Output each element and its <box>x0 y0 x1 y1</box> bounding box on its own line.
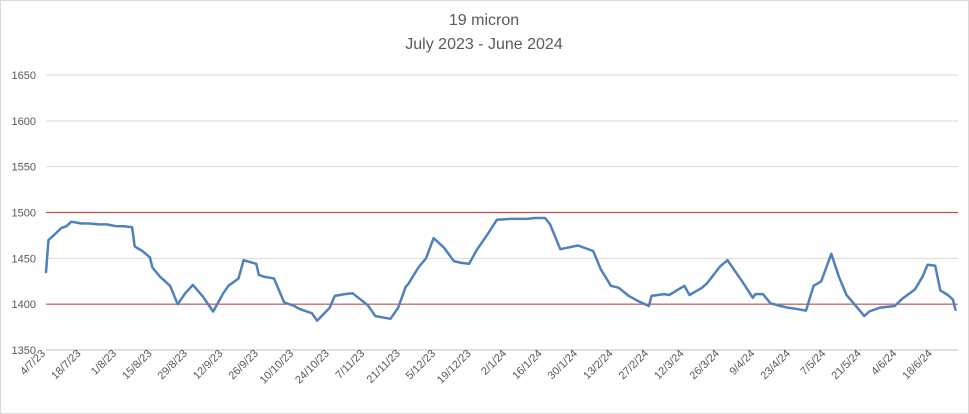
x-tick-label: 4/6/24 <box>869 348 899 378</box>
x-tick-label: 7/11/23 <box>333 348 367 382</box>
x-tick-label: 15/8/23 <box>120 348 154 382</box>
x-tick-label: 7/5/24 <box>798 348 828 378</box>
x-tick-label: 26/3/24 <box>688 348 722 382</box>
x-tick-label: 9/4/24 <box>727 348 757 378</box>
x-tick-label: 21/5/24 <box>829 348 863 382</box>
series-group <box>44 216 957 322</box>
reference-lines <box>46 211 958 305</box>
y-tick-label: 1550 <box>12 162 36 174</box>
x-tick-label: 18/6/24 <box>900 348 934 382</box>
y-axis: 1350 1400 1450 1500 1550 1600 1650 <box>12 70 36 357</box>
x-tick-label: 18/7/23 <box>49 348 83 382</box>
x-tick-label: 1/8/23 <box>89 348 119 378</box>
y-tick-label: 1400 <box>12 299 36 311</box>
x-axis: 4/7/23 18/7/23 1/8/23 15/8/23 29/8/23 12/9/23… <box>18 348 958 387</box>
x-tick-label: 26/9/23 <box>226 348 260 382</box>
y-tick-label: 1600 <box>12 116 36 128</box>
x-tick-label: 29/8/23 <box>156 348 190 382</box>
x-tick-label: 12/3/24 <box>652 348 686 382</box>
x-tick-label: 13/2/24 <box>581 348 615 382</box>
x-tick-label: 19/12/23 <box>435 348 474 387</box>
y-tick-label: 1500 <box>12 208 36 220</box>
y-tick-label: 1450 <box>12 253 36 265</box>
chart-subtitle: July 2023 - June 2024 <box>405 36 563 53</box>
x-tick-label: 10/10/23 <box>258 348 297 387</box>
x-tick-label: 23/4/24 <box>758 348 792 382</box>
y-tick-label: 1650 <box>12 70 36 82</box>
x-tick-label: 12/9/23 <box>191 348 225 382</box>
x-tick-label: 30/1/24 <box>546 348 580 382</box>
x-tick-label: 5/12/23 <box>404 348 438 382</box>
x-tick-label: 2/1/24 <box>479 348 509 378</box>
chart-title: 19 micron <box>449 12 519 29</box>
x-tick-label: 27/2/24 <box>617 348 651 382</box>
x-tick-label: 21/11/23 <box>365 348 403 386</box>
x-tick-label: 16/1/24 <box>510 348 544 382</box>
x-tick-label: 24/10/23 <box>293 348 332 387</box>
series-line <box>44 216 957 322</box>
y-tick-label: 1350 <box>12 345 36 357</box>
